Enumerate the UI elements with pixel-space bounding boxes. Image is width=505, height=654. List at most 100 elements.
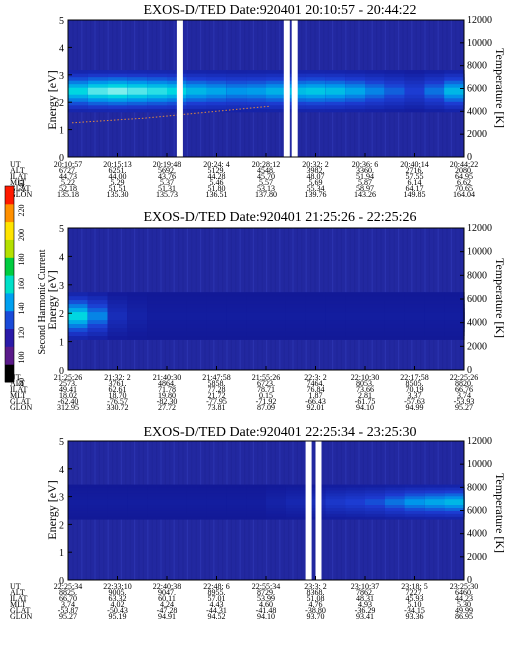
ephemeris-cell: 4.24 [160, 600, 174, 609]
panel-2-right-axis-label: Temperature [K] [493, 258, 505, 338]
right-tick-label: 0 [467, 575, 472, 586]
colorbar-tick-label: 120 [17, 327, 26, 339]
right-tick-label: 2000 [467, 129, 487, 140]
energy-band [68, 292, 465, 340]
ephemeris-cell: 49.41 [59, 385, 77, 394]
colorbar-tick-label: 200 [17, 229, 26, 241]
band-cell [424, 312, 445, 321]
y-tick-label: 0 [59, 576, 64, 587]
band-cell [424, 87, 445, 95]
ephemeris-cell: 8729. [257, 588, 275, 597]
ephemeris-cell: 6.62 [457, 178, 471, 187]
ephemeris-cell: 49.99 [455, 606, 473, 615]
colorbar-segment [5, 310, 14, 329]
ephemeris-cell: 22:25:34 [54, 582, 82, 591]
ephemeris-cell: 20:10:57 [54, 160, 82, 169]
data-gap [305, 441, 312, 580]
band-cell [384, 87, 406, 95]
right-tick-label: 4000 [467, 318, 487, 329]
band-cell [147, 312, 168, 321]
right-tick-label: 8000 [467, 270, 487, 281]
ephemeris-cell: 7227. [406, 588, 424, 597]
ephemeris-row-label: ILAT [10, 594, 27, 603]
band-cell [68, 312, 89, 321]
ephemeris-cell: 48.31 [356, 594, 374, 603]
ephemeris-row-label: MLT [10, 600, 26, 609]
panel-1-title: EXOS-D/TED Date:920401 20:10:57 - 20:44:… [144, 3, 417, 18]
band-cell [186, 87, 208, 95]
panel-3-y-axis-label: Energy [eV] [45, 480, 59, 539]
right-tick-label: 10000 [467, 459, 492, 470]
panel-1-y-axis-label: Energy [eV] [45, 70, 59, 129]
ephemeris-cell: 95.27 [59, 612, 77, 621]
colorbar-segment [5, 239, 14, 258]
ephemeris-cell: 53.99 [257, 594, 275, 603]
ephemeris-cell: -66.43 [305, 397, 326, 406]
ephemeris-cell: 0.15 [259, 391, 273, 400]
ephemeris-cell: 3360. [356, 166, 374, 175]
y-tick-label: 1 [59, 338, 64, 349]
ephemeris-cell: 1.87 [309, 391, 323, 400]
ephemeris-cell: 94.99 [406, 403, 424, 412]
right-tick-label: 6000 [467, 506, 487, 517]
colorbar-tick-label: 100 [17, 352, 26, 364]
ephemeris-row-label: GLON [10, 403, 32, 412]
ephemeris-cell: 22:17:58 [400, 373, 428, 382]
ephemeris-cell: -61.75 [355, 397, 376, 406]
ephemeris-cell: -44.31 [206, 606, 227, 615]
colorbar-segment [5, 186, 14, 205]
ephemeris-cell: 4.76 [309, 600, 323, 609]
band-cell [186, 312, 208, 321]
band-cell [404, 499, 425, 505]
ephemeris-cell: 143.26 [354, 190, 376, 199]
ephemeris-cell: 18.02 [59, 391, 77, 400]
ephemeris-cell: 51.31 [158, 184, 176, 193]
ephemeris-cell: 93.36 [406, 612, 424, 621]
ephemeris-cell: 48.07 [307, 172, 325, 181]
right-tick-label: 4000 [467, 529, 487, 540]
ephemeris-cell: -57.63 [404, 397, 425, 406]
ephemeris-cell: 57.55 [406, 172, 424, 181]
ephemeris-cell: 5.22 [61, 178, 75, 187]
band-cell [206, 499, 227, 505]
y-tick-label: 5 [59, 16, 64, 27]
ephemeris-cell: 44.00 [109, 172, 127, 181]
ephemeris-cell: 5.29 [111, 178, 125, 187]
band-cell [206, 312, 227, 321]
ephemeris-cell: 94.10 [257, 612, 275, 621]
right-tick-label: 12000 [467, 15, 492, 26]
ephemeris-cell: 8955. [208, 588, 226, 597]
ephemeris-cell: 3.74 [457, 391, 471, 400]
ephemeris-cell: 23:10:37 [351, 582, 379, 591]
ephemeris-cell: 70.65 [455, 184, 473, 193]
right-tick-label: 8000 [467, 482, 487, 493]
band-cell [365, 87, 386, 95]
ephemeris-cell: 135.18 [57, 190, 79, 199]
band-cell [444, 312, 465, 321]
data-gap [291, 20, 298, 157]
band-cell [107, 87, 128, 95]
colorbar-segment [5, 203, 14, 223]
ephemeris-cell: 58.97 [356, 184, 374, 193]
ephemeris-cell: 77.28 [208, 385, 226, 394]
band-cell [246, 499, 267, 505]
right-tick-label: 6000 [467, 84, 487, 95]
y-tick-label: 4 [59, 252, 64, 263]
ephemeris-cell: 19.80 [158, 391, 176, 400]
panel-3-title: EXOS-D/TED Date:920401 22:25:34 - 23:25:… [144, 425, 417, 440]
ephemeris-cell: 4.43 [210, 600, 224, 609]
ephemeris-cell: 3761. [109, 379, 127, 388]
colorbar-segment [5, 292, 14, 312]
ephemeris-cell: 4.02 [111, 600, 125, 609]
ephemeris-cell: 20:32: 2 [302, 160, 328, 169]
ephemeris-cell: 51.94 [356, 172, 374, 181]
ephemeris-cell: 8505. [406, 379, 424, 388]
ephemeris-cell: -62.40 [58, 397, 79, 406]
ephemeris-cell: 22:55:34 [252, 582, 280, 591]
y-tick-label: 4 [59, 465, 64, 476]
right-tick-label: 2000 [467, 552, 487, 563]
ephemeris-row-label: ALT [10, 588, 25, 597]
ephemeris-cell: 44.23 [455, 594, 473, 603]
ephemeris-cell: 20:15:13 [103, 160, 131, 169]
ephemeris-cell: 23:18: 5 [401, 582, 427, 591]
